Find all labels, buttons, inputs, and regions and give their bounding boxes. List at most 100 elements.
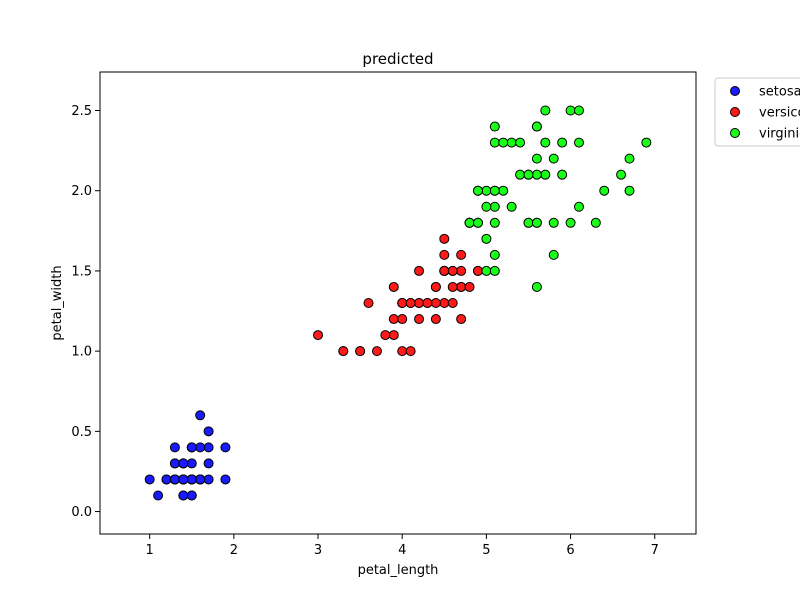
y-tick-label: 1.5 (71, 264, 92, 279)
y-tick-label: 0.5 (71, 425, 92, 440)
data-point-setosa (169, 442, 180, 453)
chart-title: predicted (362, 50, 433, 68)
data-point-versicolor (456, 314, 467, 325)
data-point-versicolor (313, 330, 324, 341)
data-point-virginica (531, 153, 542, 164)
legend-marker-setosa (730, 86, 740, 96)
data-point-virginica (464, 217, 475, 228)
legend-marker-virginica (730, 128, 740, 138)
data-point-virginica (548, 153, 559, 164)
data-point-virginica (515, 137, 526, 148)
data-point-setosa (195, 474, 206, 485)
data-point-versicolor (456, 281, 467, 292)
data-point-versicolor (371, 346, 382, 357)
data-point-versicolor (414, 314, 425, 325)
data-point-versicolor (422, 298, 433, 308)
axis-ticks: 1 2 3 4 5 6 7 0.0 0.5 1.0 1.5 2.0 2.5 (71, 104, 659, 558)
y-tick-label: 2.0 (71, 184, 92, 199)
data-point-setosa (203, 474, 214, 485)
data-point-versicolor (430, 281, 441, 292)
data-point-versicolor (414, 298, 425, 308)
data-point-setosa (195, 442, 206, 453)
data-point-virginica (489, 201, 500, 212)
data-point-setosa (144, 474, 155, 485)
data-point-versicolor (388, 281, 399, 292)
x-tick-label: 3 (314, 543, 322, 558)
data-point-setosa (161, 474, 172, 485)
data-point-versicolor (414, 265, 425, 276)
data-point-setosa (220, 442, 231, 453)
data-point-virginica (531, 281, 542, 292)
data-point-virginica (498, 137, 509, 148)
y-tick-label: 1.0 (71, 345, 92, 360)
x-axis-label: petal_length (358, 563, 439, 578)
data-point-virginica (489, 265, 500, 276)
data-point-versicolor (456, 265, 467, 276)
data-point-virginica (531, 169, 542, 180)
series-virginica (464, 105, 652, 292)
plot-area-frame (99, 71, 697, 535)
x-tick-label: 4 (398, 543, 406, 558)
data-point-setosa (186, 458, 197, 469)
data-point-versicolor (439, 265, 450, 276)
data-point-virginica (489, 137, 500, 148)
legend: setosa versicolor virginica (714, 77, 800, 147)
legend-marker-versicolor (730, 107, 740, 117)
data-point-virginica (531, 121, 542, 132)
data-point-versicolor (397, 298, 408, 308)
data-point-virginica (616, 169, 627, 180)
data-point-setosa (186, 474, 197, 485)
data-point-setosa (203, 442, 214, 453)
data-point-versicolor (430, 298, 441, 308)
data-point-setosa (203, 458, 214, 469)
legend-label-setosa: setosa (759, 85, 800, 100)
data-point-versicolor (380, 330, 391, 341)
data-point-setosa (186, 442, 197, 453)
data-point-versicolor (447, 265, 458, 276)
data-point-virginica (523, 217, 534, 228)
data-point-versicolor (397, 346, 408, 357)
y-tick-label: 0.0 (71, 505, 92, 520)
data-point-setosa (203, 426, 214, 437)
data-point-versicolor (355, 346, 366, 357)
data-point-virginica (481, 233, 492, 244)
data-point-virginica (472, 217, 483, 228)
x-tick-label: 5 (482, 543, 490, 558)
data-point-versicolor (405, 346, 416, 357)
data-point-versicolor (397, 314, 408, 325)
data-point-setosa (220, 474, 231, 485)
y-tick-label: 2.5 (71, 104, 92, 119)
data-point-virginica (565, 217, 576, 228)
data-point-versicolor (472, 265, 483, 276)
data-point-setosa (178, 490, 189, 501)
data-point-virginica (489, 121, 500, 132)
legend-label-versicolor: versicolor (759, 106, 800, 121)
data-point-versicolor (456, 249, 467, 260)
data-point-versicolor (388, 330, 399, 341)
data-point-virginica (531, 217, 542, 228)
data-point-virginica (515, 169, 526, 180)
data-point-versicolor (447, 281, 458, 292)
data-point-virginica (641, 137, 652, 148)
data-point-virginica (523, 169, 534, 180)
legend-label-virginica: virginica (759, 127, 800, 142)
data-point-virginica (540, 169, 551, 180)
data-point-virginica (557, 137, 568, 148)
data-point-versicolor (439, 249, 450, 260)
data-point-virginica (498, 185, 509, 196)
data-point-virginica (472, 185, 483, 196)
data-point-virginica (548, 249, 559, 260)
y-axis-label: petal_width (50, 265, 65, 340)
data-point-versicolor (388, 314, 399, 325)
data-point-versicolor (338, 346, 349, 357)
data-point-virginica (481, 265, 492, 276)
data-points (144, 105, 652, 501)
data-point-setosa (178, 474, 189, 485)
data-point-virginica (540, 105, 551, 116)
data-point-virginica (624, 185, 635, 196)
data-point-virginica (573, 201, 584, 212)
data-point-virginica (548, 217, 559, 228)
data-point-versicolor (439, 298, 450, 308)
x-tick-label: 2 (230, 543, 238, 558)
